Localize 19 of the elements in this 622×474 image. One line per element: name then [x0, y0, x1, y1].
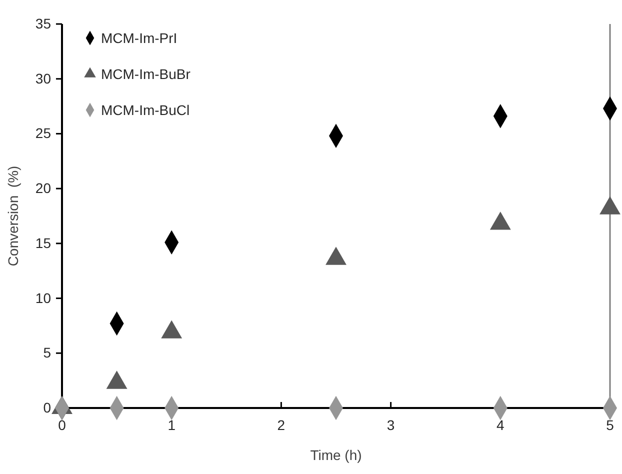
- y-axis-title: Conversion (%): [5, 166, 21, 266]
- x-tick-label: 5: [606, 416, 614, 433]
- x-axis-title: Time (h): [310, 447, 362, 463]
- y-tick-label: 25: [35, 125, 52, 142]
- x-tick-label: 0: [58, 416, 66, 433]
- x-tick-label: 2: [277, 416, 286, 433]
- legend-label: MCM-Im-PrI: [101, 30, 178, 46]
- legend-label: MCM-Im-BuCl: [101, 102, 190, 118]
- y-tick-label: 5: [43, 344, 52, 361]
- x-tick-label: 1: [168, 416, 176, 433]
- y-tick-label: 10: [35, 290, 52, 306]
- y-tick-label: 0: [43, 399, 52, 416]
- legend-label: MCM-Im-BuBr: [101, 66, 191, 82]
- y-tick-label: 30: [35, 70, 52, 86]
- y-tick-label: 15: [35, 234, 52, 251]
- x-tick-label: 4: [496, 416, 504, 433]
- y-tick-label: 20: [35, 180, 52, 196]
- y-tick-label: 35: [35, 15, 52, 32]
- x-tick-label: 3: [386, 416, 395, 433]
